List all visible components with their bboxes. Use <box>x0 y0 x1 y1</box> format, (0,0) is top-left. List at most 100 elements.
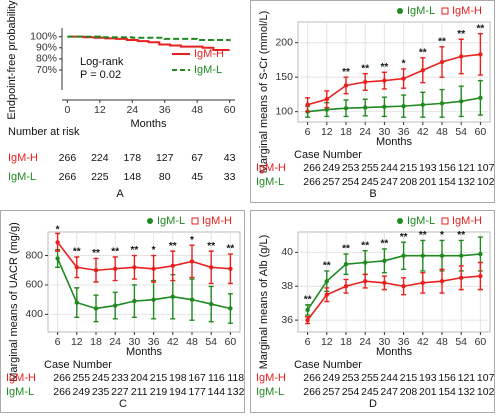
x-tick-label: 12 <box>321 126 333 138</box>
table-cell: 43 <box>224 152 236 164</box>
panel: 36 38 40 6 12 18 24 30 36 42 48 54 60 Marginal means … <box>250 210 495 413</box>
series-line <box>306 275 481 321</box>
legend-label: IgM-L <box>407 215 435 227</box>
significance-mark: ** <box>92 248 100 259</box>
point <box>305 317 310 323</box>
table-cell: 244 <box>380 372 398 384</box>
y-tick-label: 150 <box>275 71 293 83</box>
legend-marker <box>441 7 449 15</box>
legend-marker <box>147 218 153 224</box>
table-cell: 266 <box>303 372 321 384</box>
point <box>382 78 387 83</box>
table-cell: 107 <box>477 162 495 174</box>
point <box>401 253 406 258</box>
table-cell: 156 <box>438 372 456 384</box>
series-line <box>307 53 481 106</box>
x-tick-label: 60 <box>475 126 487 138</box>
x-tick-label: 6 <box>55 336 61 348</box>
point <box>363 260 368 265</box>
point <box>420 253 425 258</box>
y-tick-label: 80% <box>36 53 57 65</box>
point <box>478 273 483 279</box>
table-cell: 266 <box>59 152 77 164</box>
series-line <box>306 253 481 311</box>
table-row-name: IgM-L <box>6 386 34 398</box>
table-cell: 144 <box>208 386 226 398</box>
significance-mark: ** <box>419 48 427 59</box>
panel-border <box>0 210 245 413</box>
point <box>209 301 214 307</box>
x-tick-label: 24 <box>359 126 371 138</box>
y-tick-label: 600 <box>25 279 43 291</box>
legend-marker <box>191 217 199 225</box>
table-cell: 107 <box>477 372 495 384</box>
y-axis-label: Endpoint-free probability <box>6 0 18 120</box>
table-cell: 266 <box>53 386 71 398</box>
point <box>343 262 349 267</box>
table-cell: 194 <box>169 386 187 398</box>
point <box>420 280 425 286</box>
table-cell: 45 <box>191 171 203 183</box>
panel: 400 600 800 6 12 18 24 30 36 42 48 54 60 Marginal mea… <box>0 210 245 413</box>
table-cell: 201 <box>419 386 437 398</box>
significance-mark: ** <box>457 230 465 241</box>
table-row-name: IgM-H <box>256 162 286 174</box>
x-tick-label: 30 <box>379 126 391 138</box>
table-cell: 245 <box>361 176 379 188</box>
point <box>132 265 137 270</box>
table-cell: 225 <box>91 171 109 183</box>
point <box>439 253 445 258</box>
y-tick-label: 40 <box>281 246 293 258</box>
x-tick-label: 24 <box>359 336 371 348</box>
x-tick-label: 30 <box>379 336 391 348</box>
point <box>459 99 464 104</box>
point <box>420 102 425 107</box>
point <box>113 303 118 308</box>
y-tick-label: 100% <box>30 30 57 42</box>
table-title: Number at risk <box>8 126 80 138</box>
y-tick-label: 200 <box>275 36 293 48</box>
table-cell: 156 <box>438 162 456 174</box>
significance-mark: ** <box>457 29 465 40</box>
legend-label: IgM-H <box>452 5 482 17</box>
point <box>209 265 214 270</box>
y-axis-label: Marginal means of Alb (g/L) <box>258 235 270 370</box>
x-tick-label: 48 <box>191 104 203 116</box>
x-tick-label: 12 <box>71 336 83 348</box>
panel-label: D <box>369 398 377 410</box>
table-cell: 266 <box>59 171 77 183</box>
table-title: Case Number <box>44 359 112 371</box>
x-tick-label: 60 <box>225 336 237 348</box>
point <box>228 266 233 271</box>
x-tick-label: 18 <box>340 336 352 348</box>
significance-mark: ** <box>323 261 331 272</box>
significance-mark: ** <box>131 245 139 256</box>
point <box>324 97 329 102</box>
point <box>439 101 445 106</box>
x-tick-label: 60 <box>475 336 487 348</box>
table-cell: 154 <box>438 386 456 398</box>
y-tick-label: 38 <box>281 280 293 292</box>
point <box>74 265 80 270</box>
significance-mark: ** <box>477 23 485 34</box>
table-cell: 208 <box>400 176 418 188</box>
x-tick-label: 48 <box>186 336 198 348</box>
table-cell: 132 <box>458 386 476 398</box>
table-cell: 257 <box>323 386 341 398</box>
point <box>189 297 195 302</box>
x-tick-label: 54 <box>205 336 217 348</box>
table-row-name: IgM-H <box>6 372 36 384</box>
point <box>401 76 406 81</box>
x-tick-label: 48 <box>436 336 448 348</box>
significance-mark: * <box>190 235 194 246</box>
point <box>363 278 368 284</box>
annotation: P = 0.02 <box>80 69 121 81</box>
significance-mark: ** <box>111 247 119 258</box>
legend-label: IgM-L <box>194 64 222 76</box>
point <box>459 275 464 280</box>
significance-mark: ** <box>207 241 215 252</box>
point <box>189 259 195 264</box>
table-cell: 219 <box>150 386 168 398</box>
table-cell: 249 <box>323 162 341 174</box>
y-tick-label: 100 <box>275 105 293 117</box>
